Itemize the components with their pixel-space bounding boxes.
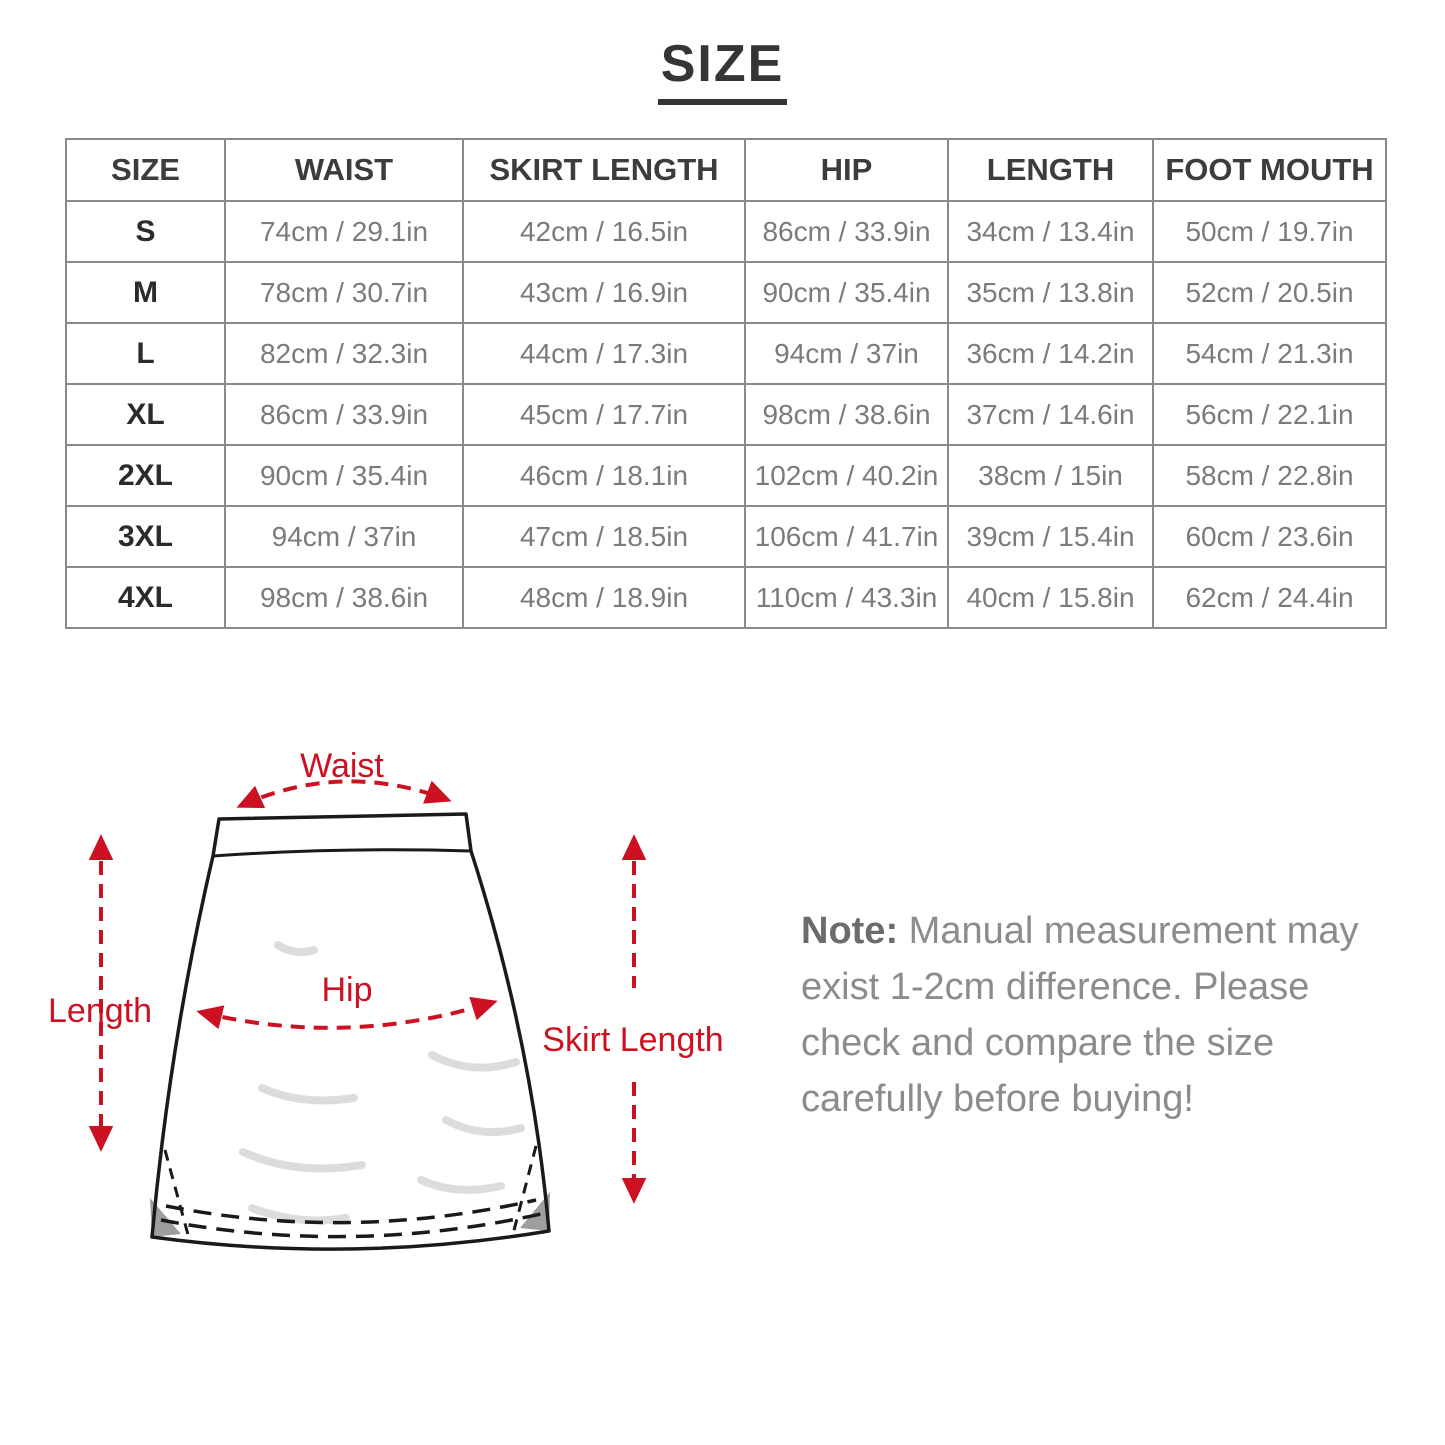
table-row: M 78cm / 30.7in 43cm / 16.9in 90cm / 35.4in…	[65, 261, 1387, 324]
measurement-cell: 106cm / 41.7in	[744, 505, 949, 568]
measurement-cell: 98cm / 38.6in	[744, 383, 949, 446]
note-text: Note: Manual measurement may exist 1-2cm…	[801, 903, 1441, 1127]
measurement-cell: 34cm / 13.4in	[947, 200, 1154, 263]
measurement-cell: 60cm / 23.6in	[1152, 505, 1387, 568]
measurement-cell: 47cm / 18.5in	[462, 505, 746, 568]
fabric-wrinkles	[239, 941, 525, 1225]
measurement-cell: 90cm / 35.4in	[744, 261, 949, 324]
measurement-cell: 90cm / 35.4in	[224, 444, 464, 507]
measurement-cell: 52cm / 20.5in	[1152, 261, 1387, 324]
measurement-cell: 46cm / 18.1in	[462, 444, 746, 507]
measurement-cell: 39cm / 15.4in	[947, 505, 1154, 568]
table-row: S 74cm / 29.1in 42cm / 16.5in 86cm / 33.9in…	[65, 200, 1387, 263]
note-body: Manual measurement may exist 1-2cm diffe…	[801, 910, 1359, 1120]
column-header: LENGTH	[947, 138, 1154, 202]
measurement-cell: 58cm / 22.8in	[1152, 444, 1387, 507]
hip-arrow	[196, 996, 498, 1030]
measurement-cell: 62cm / 24.4in	[1152, 566, 1387, 629]
waist-label: Waist	[300, 747, 384, 785]
table-row: L 82cm / 32.3in 44cm / 17.3in 94cm / 37in 36…	[65, 322, 1387, 385]
measurement-cell: 94cm / 37in	[744, 322, 949, 385]
column-header: HIP	[744, 138, 949, 202]
page-title: SIZE	[657, 35, 788, 106]
measurement-cell: 36cm / 14.2in	[947, 322, 1154, 385]
length-label: Length	[48, 992, 152, 1030]
size-cell: M	[65, 261, 226, 324]
page-title-wrap: SIZE	[0, 35, 1445, 106]
measurement-cell: 45cm / 17.7in	[462, 383, 746, 446]
size-table-head-row: SIZE WAIST SKIRT LENGTH HIP LENGTH FOOT MOUTH	[65, 138, 1387, 202]
measurement-cell: 40cm / 15.8in	[947, 566, 1154, 629]
measurement-cell: 35cm / 13.8in	[947, 261, 1154, 324]
size-cell: 4XL	[65, 566, 226, 629]
measurement-cell: 78cm / 30.7in	[224, 261, 464, 324]
note-label: Note:	[801, 910, 899, 952]
hip-label: Hip	[321, 971, 372, 1009]
size-cell: S	[65, 200, 226, 263]
column-header: SKIRT LENGTH	[462, 138, 746, 202]
column-header: SIZE	[65, 138, 226, 202]
size-table: SIZE WAIST SKIRT LENGTH HIP LENGTH FOOT MOUTH…	[65, 138, 1387, 629]
measurement-cell: 56cm / 22.1in	[1152, 383, 1387, 446]
measurement-cell: 44cm / 17.3in	[462, 322, 746, 385]
measurement-cell: 102cm / 40.2in	[744, 444, 949, 507]
measurement-cell: 48cm / 18.9in	[462, 566, 746, 629]
table-row: XL 86cm / 33.9in 45cm / 17.7in 98cm / 38.6i…	[65, 383, 1387, 446]
size-table-body: S 74cm / 29.1in 42cm / 16.5in 86cm / 33.9in…	[65, 200, 1387, 629]
waist-arrow	[236, 779, 452, 809]
size-cell: L	[65, 322, 226, 385]
measurement-cell: 37cm / 14.6in	[947, 383, 1154, 446]
slit-stitching	[163, 1145, 538, 1243]
left-slit-shadow	[150, 1198, 181, 1237]
column-header: WAIST	[224, 138, 464, 202]
measurement-cell: 82cm / 32.3in	[224, 322, 464, 385]
measurement-cell: 86cm / 33.9in	[744, 200, 949, 263]
measurement-cell: 86cm / 33.9in	[224, 383, 464, 446]
measurement-cell: 94cm / 37in	[224, 505, 464, 568]
measurement-cell: 98cm / 38.6in	[224, 566, 464, 629]
skirt-outline-drawing	[150, 812, 551, 1251]
table-row: 3XL 94cm / 37in 47cm / 18.5in 106cm / 41.7i…	[65, 505, 1387, 568]
size-cell: 3XL	[65, 505, 226, 568]
measurement-cell: 38cm / 15in	[947, 444, 1154, 507]
table-row: 2XL 90cm / 35.4in 46cm / 18.1in 102cm / 40.…	[65, 444, 1387, 507]
hem-stitching	[160, 1198, 542, 1239]
measurement-cell: 50cm / 19.7in	[1152, 200, 1387, 263]
measurement-cell: 42cm / 16.5in	[462, 200, 746, 263]
column-header: FOOT MOUTH	[1152, 138, 1387, 202]
right-slit-shadow	[520, 1192, 550, 1231]
table-row: 4XL 98cm / 38.6in 48cm / 18.9in 110cm / 43.…	[65, 566, 1387, 629]
skirt-measurement-diagram: Waist Hip Length Skirt Length	[48, 747, 724, 1251]
measurement-cell: 54cm / 21.3in	[1152, 322, 1387, 385]
skirt-length-label: Skirt Length	[542, 1021, 723, 1059]
measurement-cell: 110cm / 43.3in	[744, 566, 949, 629]
measurement-cell: 74cm / 29.1in	[224, 200, 464, 263]
measurement-arrows	[88, 779, 647, 1204]
size-cell: XL	[65, 383, 226, 446]
waistband-line	[212, 848, 472, 858]
measurement-cell: 43cm / 16.9in	[462, 261, 746, 324]
size-cell: 2XL	[65, 444, 226, 507]
